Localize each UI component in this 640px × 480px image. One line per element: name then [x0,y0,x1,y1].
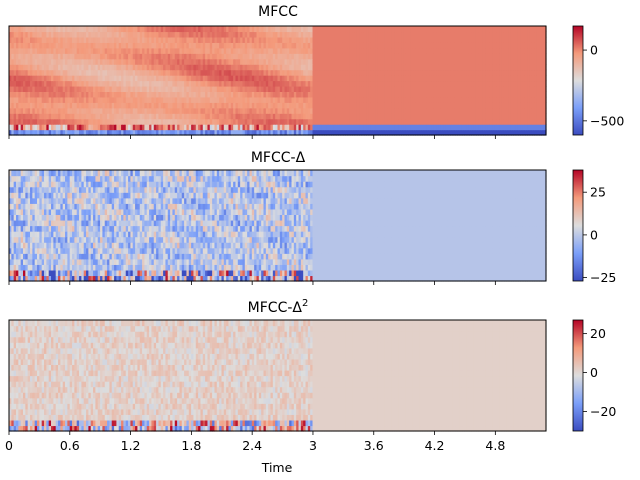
x-tick-label: 3.6 [364,438,384,453]
panel-1-x-ticks [8,135,496,139]
panel-3-x-ticks: 0 0.6 1.2 1.8 2.4 3 3.6 4.2 4.8 [5,431,505,453]
panel-2-x-ticks [8,281,496,285]
mfcc-delta2-heatmap [9,320,547,432]
x-tick-label: 4.8 [485,438,505,453]
x-tick-label: 3 [309,438,317,453]
colorbar-tick-label: −500 [590,113,624,128]
colorbar-tick-label: 0 [590,365,598,380]
panel-3-title-sup: 2 [302,298,308,309]
colorbar-1 [572,25,584,136]
colorbar-tick-label: 0 [590,227,598,242]
x-tick-label: 0 [5,438,13,453]
colorbar-3-ticks: 20 0 −20 [583,326,616,419]
colorbar-tick-label: 0 [590,43,598,58]
panel-1-frame [8,25,547,136]
x-tick-label: 2.4 [242,438,262,453]
panel-1-title: MFCC [258,4,298,20]
colorbar-2 [572,169,584,282]
panel-2-frame [8,169,547,282]
colorbar-1-ticks: 0 −500 [583,43,624,128]
colorbar-tick-label: −25 [590,270,616,285]
mfcc-delta-heatmap [9,170,547,282]
colorbar-3 [572,319,584,432]
colorbar-tick-label: 20 [590,326,606,341]
panel-2-title: MFCC-Δ [251,150,306,166]
colorbar-2-ticks: 25 0 −25 [583,185,616,285]
colorbar-tick-label: −20 [590,404,616,419]
panel-3-title: MFCC-Δ2 [248,298,309,316]
x-tick-label: 4.2 [425,438,445,453]
panel-3-title-main: MFCC-Δ [248,300,303,316]
x-tick-label: 1.8 [181,438,201,453]
mfcc-heatmap [9,26,547,136]
x-axis-label: Time [261,460,293,475]
x-tick-label: 0.6 [60,438,80,453]
panel-3-frame [8,319,547,432]
x-tick-label: 1.2 [121,438,141,453]
colorbar-tick-label: 25 [590,185,606,200]
